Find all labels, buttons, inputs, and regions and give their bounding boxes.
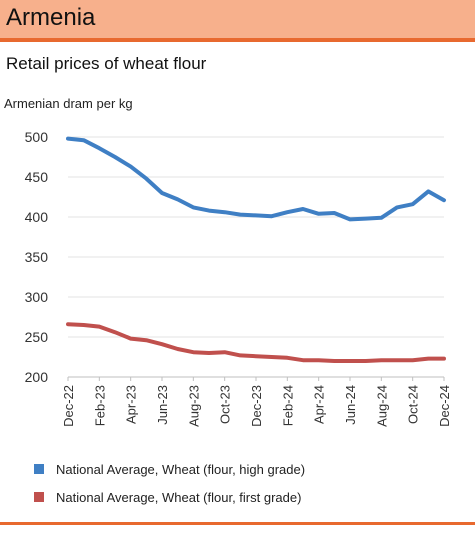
x-tick-label: Apr-23 (124, 385, 139, 424)
x-tick-label: Feb-23 (92, 385, 107, 426)
y-tick-label: 450 (25, 169, 49, 185)
legend-swatch-first-grade (34, 492, 44, 502)
x-tick-label: Oct-24 (406, 385, 421, 424)
line-chart: 200 250 300 350 400 450 500 Dec-22 Feb-23 Apr-23… (25, 129, 452, 427)
series-lines (66, 136, 446, 363)
legend-label-first-grade: National Average, Wheat (flour, first gr… (56, 489, 302, 505)
legend-label-high-grade: National Average, Wheat (flour, high gra… (56, 461, 306, 477)
y-axis-unit-label: Armenian dram per kg (4, 96, 133, 111)
y-tick-label: 400 (25, 209, 49, 225)
x-tick-label: Aug-23 (186, 385, 201, 427)
y-tick-label: 500 (25, 129, 49, 145)
series-line-first-grade (66, 322, 446, 363)
legend: National Average, Wheat (flour, high gra… (34, 460, 305, 516)
x-tick-label: Jun-23 (155, 385, 170, 425)
y-tick-labels: 200 250 300 350 400 450 500 (25, 129, 49, 385)
x-tick-label: Oct-23 (218, 385, 233, 424)
legend-swatch-high-grade (34, 464, 44, 474)
x-tick-label: Jun-24 (343, 385, 358, 425)
x-tick-label: Aug-24 (374, 385, 389, 427)
x-tick-label: Dec-24 (437, 385, 452, 427)
y-tick-label: 350 (25, 249, 49, 265)
y-tick-label: 300 (25, 289, 49, 305)
legend-item-high-grade: National Average, Wheat (flour, high gra… (34, 460, 305, 478)
x-tick-label: Dec-22 (61, 385, 76, 427)
series-line-high-grade (66, 136, 446, 222)
x-tick-label: Feb-24 (280, 385, 295, 426)
x-tick-labels: Dec-22 Feb-23 Apr-23 Jun-23 Aug-23 Oct-23 Dec-… (61, 377, 452, 427)
y-tick-label: 250 (25, 329, 49, 345)
legend-item-first-grade: National Average, Wheat (flour, first gr… (34, 488, 305, 506)
chart-title: Retail prices of wheat flour (6, 54, 207, 73)
bottom-rule (0, 522, 475, 525)
gridlines (68, 136, 444, 378)
x-tick-label: Apr-24 (312, 385, 327, 424)
x-tick-label: Dec-23 (249, 385, 264, 427)
title-bar: Armenia (0, 0, 475, 42)
y-tick-label: 200 (25, 369, 49, 385)
country-title: Armenia (6, 4, 96, 31)
